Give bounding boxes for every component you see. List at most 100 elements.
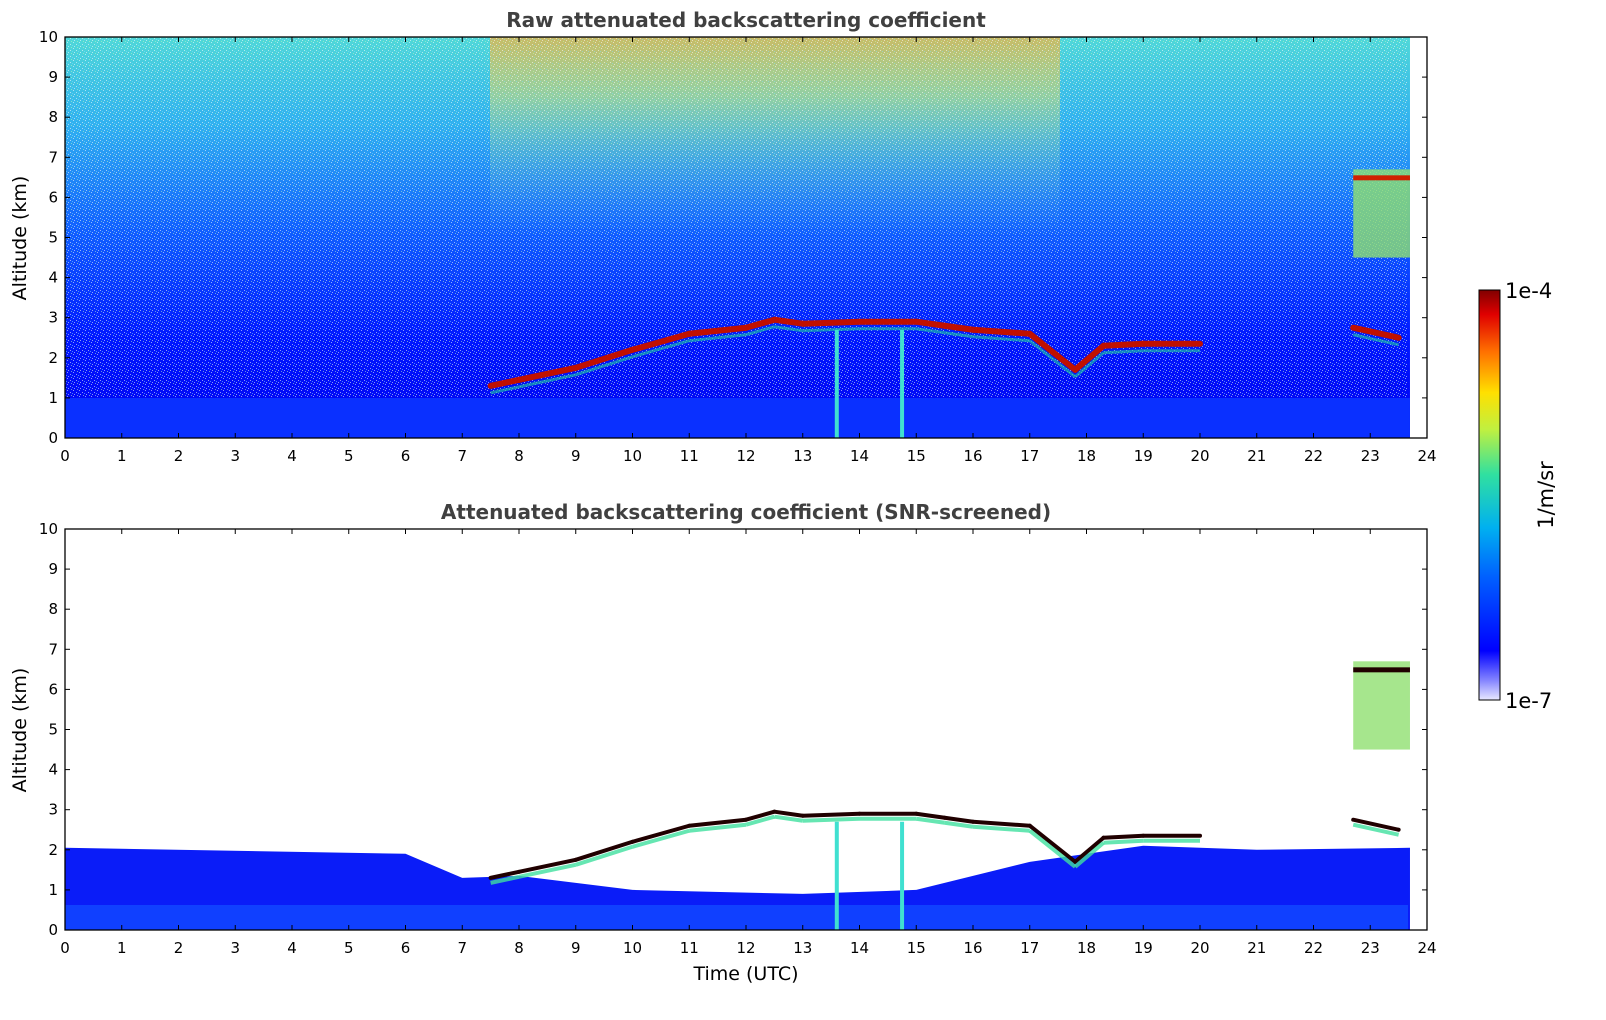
x-tick-label: 10	[623, 447, 642, 465]
x-axis: 0 1 2 3 4 5 6 7 8 9 10 11 12 13 14 15 16 17 18 19 20 21 22 23 24	[60, 529, 1437, 957]
x-tick-label: 1	[117, 939, 127, 957]
cloud-layer-base	[1352, 822, 1400, 837]
cirrus-top	[1353, 667, 1410, 673]
cloud-layer-segment	[516, 364, 579, 383]
y-tick-label: 3	[48, 309, 58, 327]
colorbar-unit-label: 1/m/sr	[1534, 461, 1558, 529]
y-tick-label: 7	[48, 640, 58, 658]
cloud-layer-base	[1073, 841, 1105, 869]
cloud-layer-base	[518, 862, 577, 879]
x-tick-label: 15	[907, 447, 926, 465]
cloud-layer-segment	[687, 817, 748, 828]
cloud-layer-segment	[1073, 835, 1106, 864]
cloud-layer-base	[1103, 838, 1144, 845]
x-tick-label: 21	[1247, 939, 1266, 957]
cloud-layer-base	[745, 325, 775, 337]
cloud-layer-base	[916, 327, 945, 335]
x-tick-label: 5	[344, 447, 354, 465]
cloud-layer-segment	[1351, 817, 1401, 832]
y-tick-label: 5	[48, 721, 58, 739]
x-tick-label: 9	[571, 447, 581, 465]
raw-backscatter-panel: Raw attenuated backscattering coefficien…	[9, 8, 1437, 465]
cloud-layer-base	[944, 331, 974, 339]
cloud-layer-base	[774, 814, 804, 823]
y-tick-label: 10	[39, 520, 58, 538]
y-tick-label: 7	[48, 148, 58, 166]
x-tick-label: 23	[1361, 939, 1380, 957]
cloud-layer-segment	[913, 318, 948, 329]
cloud-layer-base	[632, 339, 690, 359]
cloud-layer-segment	[1072, 342, 1107, 373]
x-tick-label: 19	[1134, 447, 1153, 465]
cloud-layer-base	[490, 385, 520, 395]
cirrus-cloud	[1353, 661, 1410, 750]
cloud-layer-segment	[1101, 833, 1146, 840]
y-tick-label: 5	[48, 229, 58, 247]
x-tick-label: 12	[736, 939, 755, 957]
y-tick-label: 2	[48, 349, 58, 367]
x-tick-label: 20	[1190, 939, 1209, 957]
y-tick-label: 3	[48, 801, 58, 819]
x-tick-label: 4	[287, 447, 297, 465]
x-tick-label: 0	[60, 447, 70, 465]
cloud-layer-base	[972, 824, 1030, 833]
cloud-layer-segment	[488, 869, 521, 880]
x-tick-label: 8	[514, 447, 524, 465]
cloud-layer-base	[518, 373, 577, 389]
cloud-layer-base	[972, 335, 1030, 343]
x-tick-label: 21	[1247, 447, 1266, 465]
x-tick-label: 5	[344, 939, 354, 957]
colorbar-min-label: 1e-7	[1505, 689, 1552, 713]
cloud-layer	[487, 316, 1402, 438]
x-tick-label: 6	[401, 939, 411, 957]
colorbar: 1e-4 1e-7 1/m/sr	[1478, 279, 1558, 713]
x-tick-label: 2	[174, 447, 184, 465]
cloud-layer-segment	[970, 326, 1033, 337]
x-tick-label: 22	[1304, 447, 1323, 465]
panel-title: Raw attenuated backscattering coefficien…	[506, 8, 986, 32]
cloud-layer-base	[1352, 333, 1399, 347]
near-ground-layer	[65, 398, 1410, 438]
y-tick-label: 9	[48, 560, 58, 578]
cloud-layer-segment	[573, 839, 635, 862]
x-tick-label: 24	[1417, 939, 1436, 957]
y-axis: 0 1 2 3 4 5 6 7 8 9 10	[39, 28, 1427, 447]
cirrus-body	[1353, 661, 1410, 750]
cirrus-cloud	[1353, 169, 1410, 258]
cloud-layer-segment	[914, 811, 947, 820]
x-tick-label: 15	[907, 939, 926, 957]
snr-screened-panel: Attenuated backscattering coefficient (S…	[9, 500, 1437, 985]
colorbar-max-label: 1e-4	[1505, 279, 1552, 303]
y-tick-label: 6	[48, 188, 58, 206]
y-tick-label: 0	[48, 429, 58, 447]
cloud-layer-segment	[771, 316, 806, 327]
cloud-layer-segment	[572, 346, 636, 371]
cirrus-body	[1353, 169, 1410, 258]
cloud-layer-segment	[942, 815, 975, 824]
cloud-layer-base	[1028, 829, 1077, 869]
cloud-layer-base	[490, 874, 520, 885]
y-tick-label: 9	[48, 68, 58, 86]
y-tick-label: 8	[48, 108, 58, 126]
cloud-layer-segment	[1027, 823, 1078, 864]
cloud-layer-segment	[941, 322, 976, 333]
x-tick-label: 9	[571, 939, 581, 957]
y-tick-label: 10	[39, 28, 58, 46]
x-tick-label: 22	[1304, 939, 1323, 957]
x-tick-label: 16	[963, 939, 982, 957]
y-tick-label: 2	[48, 841, 58, 859]
y-axis-label: Altitude (km)	[9, 176, 31, 301]
x-tick-label: 20	[1190, 447, 1209, 465]
y-tick-label: 4	[48, 761, 58, 779]
x-tick-label: 6	[401, 447, 411, 465]
cloud-layer-segment	[772, 809, 805, 818]
x-tick-label: 4	[287, 939, 297, 957]
x-tick-label: 0	[60, 939, 70, 957]
cloud-layer-base	[1074, 351, 1105, 378]
cloud-layer-base	[745, 814, 775, 827]
x-tick-label: 13	[793, 447, 812, 465]
cloud-layer-base	[575, 844, 634, 867]
cirrus-top	[1353, 175, 1410, 181]
cloud-layer-base	[802, 816, 860, 823]
